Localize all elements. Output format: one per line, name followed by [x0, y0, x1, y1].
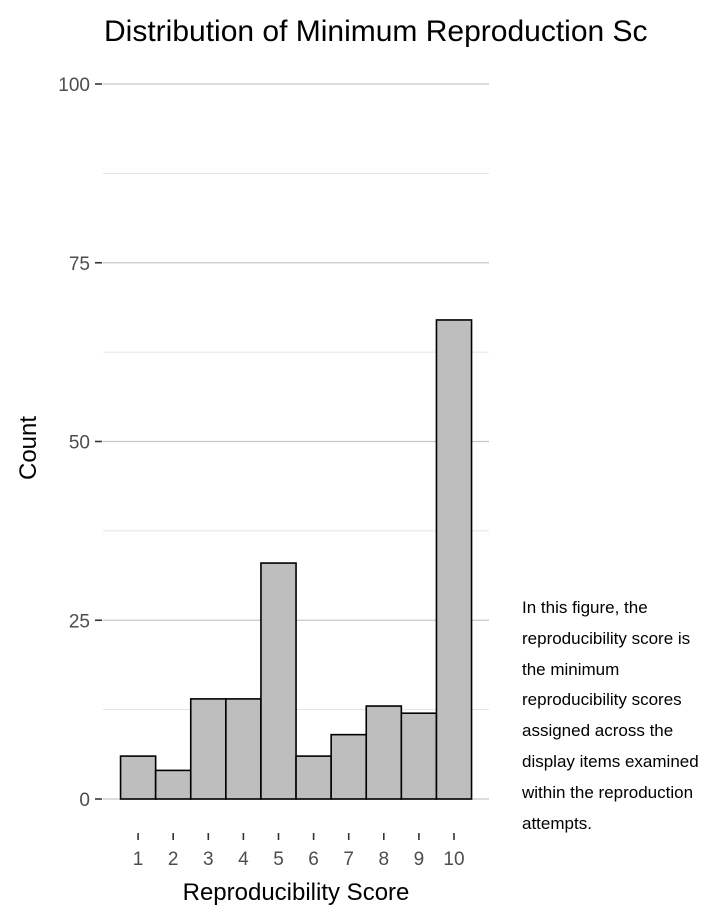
bar-10: [435, 319, 473, 800]
bar-9: [400, 712, 438, 800]
x-axis: 1 2 3 4 5 6 7 8 9 10: [133, 833, 465, 870]
x-tick-label: 7: [343, 849, 354, 870]
x-tick-label: 8: [379, 849, 390, 870]
x-tick-label: 9: [414, 849, 425, 870]
bar-3: [189, 698, 227, 800]
bar-2: [154, 769, 192, 800]
x-tick-label: 10: [443, 849, 464, 870]
bar-6: [295, 755, 332, 800]
x-tick-label: 4: [238, 849, 249, 870]
y-tick-label: 0: [79, 790, 90, 811]
bar-5: [260, 562, 297, 800]
x-tick-label: 2: [168, 849, 179, 870]
x-tick-label: 6: [308, 849, 319, 870]
y-axis-title: Count: [15, 416, 42, 480]
y-tick-label: 50: [69, 433, 90, 454]
y-axis: 0 25 50 75 100: [58, 75, 102, 811]
y-tick-label: 75: [69, 254, 90, 275]
bar-7: [330, 733, 368, 800]
y-tick-label: 25: [69, 611, 90, 632]
bars: [119, 319, 473, 800]
bar-1: [119, 755, 157, 800]
y-tick-label: 100: [58, 75, 90, 96]
bar-4: [225, 698, 262, 800]
x-tick-label: 1: [133, 849, 144, 870]
bar-8: [365, 705, 403, 800]
figure-caption: In this figure, the reproducibility scor…: [522, 598, 699, 833]
x-tick-label: 5: [273, 849, 284, 870]
x-tick-label: 3: [203, 849, 214, 870]
x-axis-title: Reproducibility Score: [183, 879, 410, 906]
chart-title: Distribution of Minimum Reproduction Sc: [104, 15, 648, 48]
